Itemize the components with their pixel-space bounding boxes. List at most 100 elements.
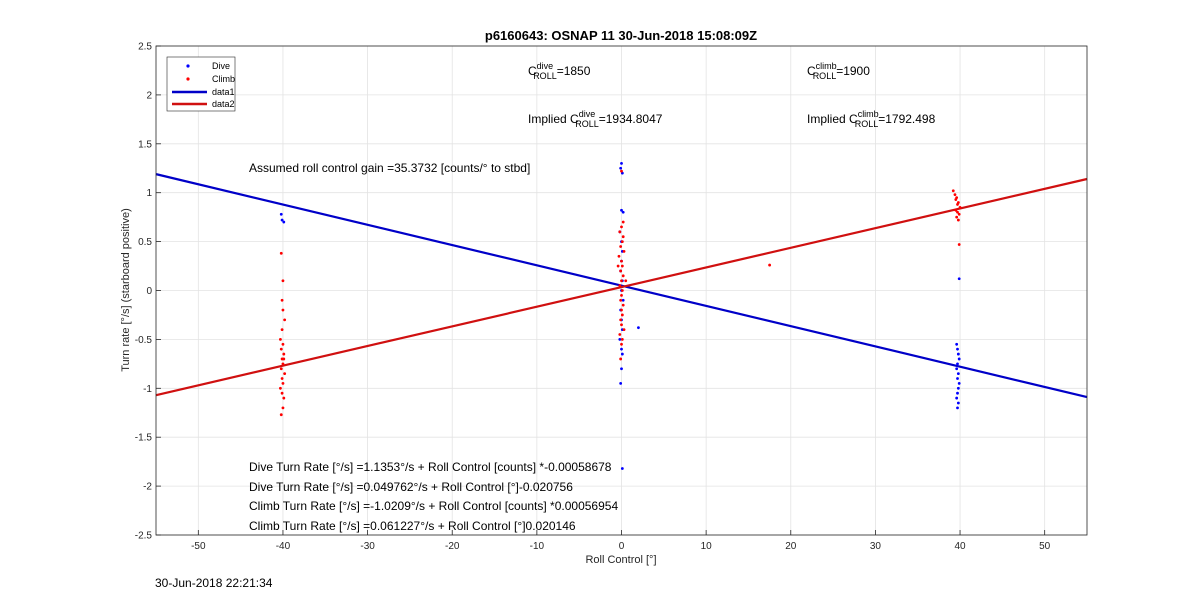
- annotation-c-climb: Cclimb ROLL=1900: [807, 61, 870, 81]
- point-dive: [956, 362, 959, 366]
- point-dive: [956, 377, 959, 380]
- y-tick-label: -2: [143, 482, 152, 493]
- x-tick-label: -30: [360, 541, 375, 552]
- point-dive: [620, 352, 624, 356]
- point-dive: [619, 166, 623, 170]
- x-axis-label: Roll Control [°]: [585, 554, 656, 566]
- y-tick-label: 1.5: [138, 139, 152, 150]
- annotation-implied-dive: Implied Cdive ROLL=1934.8047: [528, 109, 663, 129]
- point-climb: [620, 264, 624, 268]
- point-dive: [620, 347, 623, 351]
- annotation-gain: Assumed roll control gain =35.3732 [coun…: [249, 161, 530, 175]
- axis-ticks: -50 -40 -30 -20 -10 0 10 20 30 40 50-2.5-2-1.5-1-0…: [135, 42, 1051, 553]
- point-climb: [622, 328, 626, 332]
- point-climb: [957, 212, 961, 216]
- y-tick-label: -1.5: [135, 433, 153, 444]
- point-climb: [620, 293, 623, 297]
- point-dive: [957, 357, 961, 361]
- point-climb: [618, 333, 622, 336]
- point-climb: [279, 338, 282, 341]
- point-climb: [280, 391, 284, 395]
- y-tick-label: -0.5: [135, 335, 153, 346]
- point-climb: [620, 323, 623, 327]
- point-climb: [617, 254, 621, 258]
- annotation-implied-climb: Implied Cclimb ROLL=1792.498: [807, 109, 936, 129]
- legend-climb-marker: [186, 77, 190, 81]
- point-climb: [620, 169, 623, 173]
- point-climb: [621, 235, 625, 239]
- annotation-c-dive: Cdive ROLL=1850: [528, 61, 591, 81]
- point-dive: [620, 161, 623, 165]
- x-tick-label: 40: [954, 541, 966, 552]
- point-climb: [622, 249, 626, 253]
- point-climb: [619, 318, 623, 322]
- point-climb: [283, 318, 287, 322]
- point-dive: [956, 352, 960, 356]
- point-climb: [958, 205, 962, 209]
- point-climb: [954, 198, 958, 201]
- y-tick-label: 0.5: [138, 237, 152, 248]
- point-dive: [619, 382, 623, 385]
- point-climb: [620, 279, 623, 283]
- point-climb: [279, 347, 283, 351]
- point-climb: [619, 245, 623, 248]
- point-dive: [279, 212, 283, 216]
- point-dive: [620, 367, 623, 371]
- point-climb: [620, 289, 624, 292]
- data-points: [279, 161, 962, 470]
- fit-line-data1: [155, 173, 1088, 399]
- point-climb: [956, 210, 959, 214]
- point-climb: [620, 240, 624, 244]
- point-dive: [955, 342, 959, 346]
- point-dive: [956, 391, 959, 395]
- point-climb: [279, 413, 283, 417]
- point-climb: [953, 193, 957, 197]
- point-climb: [281, 406, 285, 410]
- point-climb: [281, 382, 285, 385]
- annotation-eq4: Climb Turn Rate [°/s] =0.061227°/s + Rol…: [249, 519, 576, 533]
- point-climb: [280, 377, 284, 380]
- point-climb: [282, 352, 286, 356]
- point-climb: [621, 303, 625, 307]
- point-dive: [621, 210, 625, 214]
- y-tick-label: 2.5: [138, 42, 152, 53]
- point-climb: [618, 230, 622, 234]
- x-tick-label: 20: [785, 541, 797, 552]
- point-climb: [621, 274, 625, 278]
- point-climb: [281, 279, 285, 283]
- legend-data1-label: data1: [212, 87, 235, 97]
- point-climb: [280, 328, 284, 332]
- footer-timestamp: 30-Jun-2018 22:21:34: [155, 576, 273, 590]
- point-dive: [621, 298, 625, 302]
- point-climb: [619, 298, 623, 302]
- x-tick-label: -10: [530, 541, 545, 552]
- legend-climb-label: Climb: [212, 74, 235, 84]
- point-dive: [955, 396, 959, 400]
- y-axis-label: Turn rate [°/s] (starboard positive): [120, 208, 132, 372]
- point-climb: [956, 203, 959, 206]
- point-climb: [619, 269, 623, 273]
- point-dive: [620, 467, 624, 470]
- fit-lines: [155, 173, 1088, 399]
- point-climb: [282, 357, 286, 361]
- point-climb: [282, 396, 286, 400]
- point-climb: [620, 259, 623, 263]
- x-tick-label: -50: [191, 541, 206, 552]
- legend-dive-marker: [186, 64, 190, 68]
- point-climb: [768, 263, 772, 267]
- point-climb: [956, 218, 960, 222]
- point-climb: [951, 189, 955, 193]
- point-climb: [620, 342, 623, 346]
- point-climb: [279, 251, 283, 255]
- point-dive: [956, 401, 960, 405]
- point-dive: [956, 347, 959, 351]
- point-dive: [957, 277, 961, 281]
- chart-title: p6160643: OSNAP 11 30-Jun-2018 15:08:09Z: [485, 28, 757, 43]
- point-climb: [620, 313, 624, 317]
- x-tick-label: -40: [276, 541, 291, 552]
- point-climb: [620, 225, 623, 229]
- annotation-eq1: Dive Turn Rate [°/s] =1.1353°/s + Roll C…: [249, 460, 612, 474]
- point-climb: [281, 308, 285, 312]
- x-tick-label: 30: [870, 541, 882, 552]
